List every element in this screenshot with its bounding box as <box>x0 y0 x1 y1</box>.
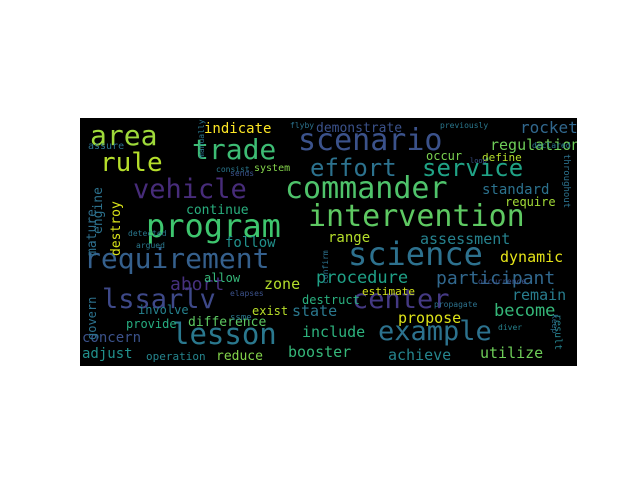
word: trade <box>192 133 277 166</box>
word: lesson <box>172 317 277 351</box>
word: requirement <box>84 242 270 275</box>
word: rule <box>100 148 163 178</box>
word: example <box>378 316 492 347</box>
word: confirm <box>321 250 330 284</box>
word: assure <box>88 141 125 152</box>
word: effort <box>310 154 397 182</box>
word: operation <box>146 350 206 363</box>
word: concern <box>82 330 142 346</box>
word: standard <box>482 182 550 198</box>
word: utilize <box>480 344 544 362</box>
word: intervention <box>308 199 525 234</box>
word: previously <box>440 121 489 130</box>
word: propose <box>398 309 462 327</box>
word: program <box>146 207 281 245</box>
word: diver <box>498 323 523 332</box>
word: flyby <box>290 121 315 130</box>
word: difference <box>188 315 267 330</box>
word-cloud-image: commander intervention program requireme… <box>80 118 577 366</box>
word: throughout <box>561 154 571 209</box>
word: range <box>328 230 371 246</box>
word: system <box>254 163 291 174</box>
word: consist <box>216 165 250 174</box>
word: include <box>302 323 366 341</box>
word: zone <box>264 275 301 293</box>
word: allow <box>204 271 241 285</box>
word: engine <box>91 187 106 234</box>
word: scenario <box>298 123 443 158</box>
word: service <box>422 154 524 182</box>
word: participant <box>436 268 556 289</box>
word: ssme <box>230 313 252 323</box>
word: detected <box>128 229 167 238</box>
word: argued <box>136 241 165 250</box>
word: demonstrate <box>316 121 403 136</box>
word: govern <box>85 296 99 340</box>
word: commander <box>285 171 448 206</box>
word: center <box>352 284 450 315</box>
word: abort <box>170 274 225 295</box>
word: involve <box>138 303 189 317</box>
word: dynamic <box>500 248 564 266</box>
word: procedure <box>316 268 409 288</box>
word: sends <box>230 169 255 178</box>
word: define <box>482 151 522 164</box>
word: exist <box>252 304 289 318</box>
word: occur <box>426 149 463 163</box>
word: vehicle <box>133 174 247 205</box>
word: rocket <box>520 118 577 137</box>
word: destruct <box>302 293 360 307</box>
word: occurrence <box>478 277 527 286</box>
word: propagate <box>434 300 478 309</box>
word: adjust <box>82 346 133 362</box>
word: continue <box>186 203 249 218</box>
word: assessment <box>420 230 511 248</box>
word: elapses <box>230 289 264 298</box>
word: require <box>505 195 556 209</box>
word: loop <box>470 157 487 165</box>
word: indicate <box>204 121 272 137</box>
word: provide <box>126 317 177 331</box>
word: manually <box>197 119 206 158</box>
word: declared <box>532 141 571 150</box>
word: state <box>292 302 338 320</box>
word: booster <box>288 343 352 361</box>
word: regulation <box>490 136 577 154</box>
word: destroy <box>109 201 124 256</box>
word: science <box>348 235 483 273</box>
word: achieve <box>388 346 452 364</box>
word: become <box>494 301 556 321</box>
word: reduce <box>216 349 263 364</box>
word: keep <box>550 314 559 334</box>
word: estimate <box>362 285 415 298</box>
word: remain <box>512 286 567 304</box>
word: follow <box>225 235 276 251</box>
word: lssarlv <box>102 284 216 315</box>
word: area <box>90 119 158 152</box>
